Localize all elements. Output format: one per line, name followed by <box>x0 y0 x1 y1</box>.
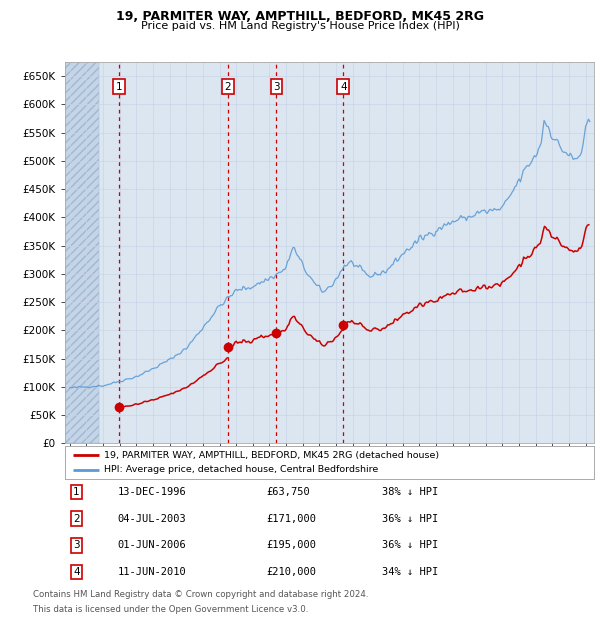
Text: 19, PARMITER WAY, AMPTHILL, BEDFORD, MK45 2RG: 19, PARMITER WAY, AMPTHILL, BEDFORD, MK4… <box>116 10 484 23</box>
Text: 19, PARMITER WAY, AMPTHILL, BEDFORD, MK45 2RG (detached house): 19, PARMITER WAY, AMPTHILL, BEDFORD, MK4… <box>104 451 440 459</box>
Text: 3: 3 <box>273 82 280 92</box>
Text: 36% ↓ HPI: 36% ↓ HPI <box>382 513 439 524</box>
Text: £63,750: £63,750 <box>266 487 310 497</box>
Text: 4: 4 <box>340 82 347 92</box>
Text: 11-JUN-2010: 11-JUN-2010 <box>118 567 187 577</box>
Text: 2: 2 <box>73 513 80 524</box>
Text: £210,000: £210,000 <box>266 567 316 577</box>
Text: 34% ↓ HPI: 34% ↓ HPI <box>382 567 439 577</box>
Bar <box>61 62 99 443</box>
Text: 38% ↓ HPI: 38% ↓ HPI <box>382 487 439 497</box>
Text: 04-JUL-2003: 04-JUL-2003 <box>118 513 187 524</box>
Text: 01-JUN-2006: 01-JUN-2006 <box>118 540 187 551</box>
Text: 2: 2 <box>224 82 231 92</box>
Text: Price paid vs. HM Land Registry's House Price Index (HPI): Price paid vs. HM Land Registry's House … <box>140 21 460 31</box>
Text: 1: 1 <box>73 487 80 497</box>
Text: 13-DEC-1996: 13-DEC-1996 <box>118 487 187 497</box>
Text: £195,000: £195,000 <box>266 540 316 551</box>
Text: Contains HM Land Registry data © Crown copyright and database right 2024.: Contains HM Land Registry data © Crown c… <box>33 590 368 600</box>
Text: This data is licensed under the Open Government Licence v3.0.: This data is licensed under the Open Gov… <box>33 605 308 614</box>
Text: £171,000: £171,000 <box>266 513 316 524</box>
Text: 4: 4 <box>73 567 80 577</box>
Text: 3: 3 <box>73 540 80 551</box>
Text: HPI: Average price, detached house, Central Bedfordshire: HPI: Average price, detached house, Cent… <box>104 466 379 474</box>
Text: 36% ↓ HPI: 36% ↓ HPI <box>382 540 439 551</box>
Text: 1: 1 <box>116 82 122 92</box>
